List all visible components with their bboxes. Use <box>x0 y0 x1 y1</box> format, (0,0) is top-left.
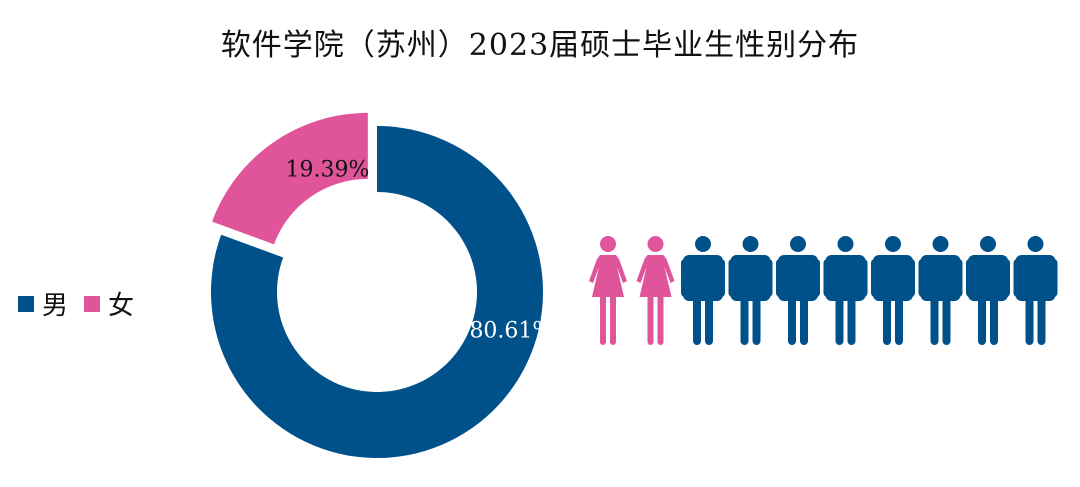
slice-label-female: 19.39% <box>286 158 370 183</box>
chart-title: 软件学院（苏州）2023届硕士毕业生性别分布 <box>220 28 860 63</box>
male-person-icon <box>966 236 1010 345</box>
donut-slice-male <box>211 126 543 458</box>
legend-swatch-male <box>18 295 34 312</box>
female-person-icon <box>589 236 627 345</box>
legend: 男 女 <box>18 285 134 322</box>
legend-swatch-female <box>84 295 101 312</box>
male-person-icon <box>728 236 773 345</box>
male-person-icon <box>1013 236 1058 345</box>
legend-label-female: 女 <box>108 291 135 321</box>
donut-chart: 80.61% 19.39% <box>211 112 553 458</box>
legend-item-female: 女 <box>84 285 134 322</box>
donut-slice-female <box>212 112 368 245</box>
male-person-icon <box>823 236 868 345</box>
female-person-icon <box>636 236 675 345</box>
legend-label-male: 男 <box>42 291 69 321</box>
male-person-icon <box>681 236 725 345</box>
male-person-icon <box>918 236 963 345</box>
legend-item-male: 男 <box>18 285 68 322</box>
slice-label-male: 80.61% <box>469 318 553 343</box>
male-person-icon <box>871 236 915 345</box>
people-pictogram <box>589 236 1058 345</box>
male-person-icon <box>776 236 820 345</box>
